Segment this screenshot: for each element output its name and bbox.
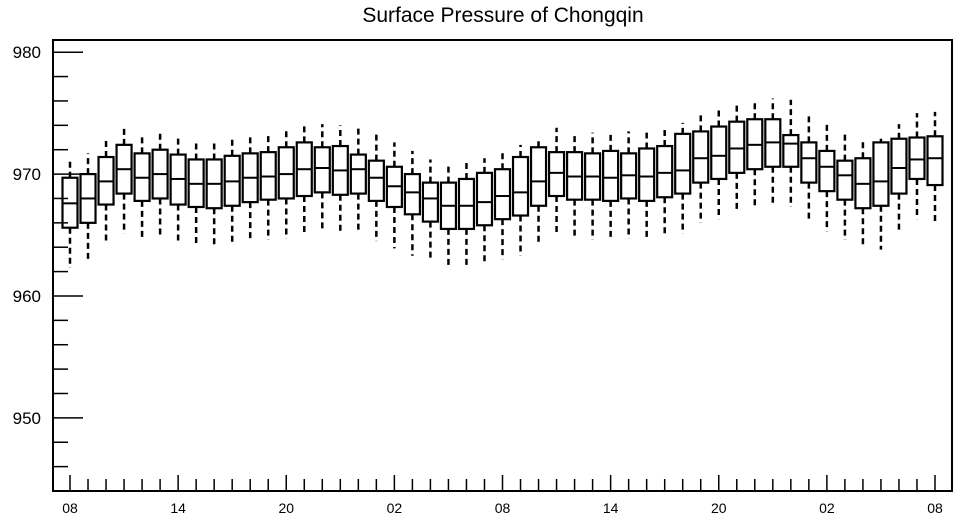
box (800, 141, 818, 184)
box (277, 146, 295, 200)
x-tick-label: 14 (603, 500, 619, 516)
box (421, 181, 440, 223)
box (349, 153, 367, 195)
box (656, 144, 674, 199)
box (710, 125, 728, 181)
box (908, 136, 926, 181)
box (872, 141, 890, 207)
y-tick-label: 960 (13, 287, 41, 306)
x-tick-label: 14 (170, 500, 186, 516)
plot-frame (52, 39, 953, 492)
box (818, 149, 836, 193)
y-tick-label: 950 (13, 409, 41, 428)
box (926, 135, 944, 187)
box (475, 171, 494, 227)
box (836, 159, 854, 201)
x-tick-label: 02 (819, 500, 835, 516)
box (367, 159, 385, 202)
box (403, 172, 421, 216)
x-tick-label: 08 (927, 500, 943, 516)
box (313, 146, 331, 194)
box (638, 147, 656, 202)
box (457, 177, 476, 231)
box (692, 130, 710, 184)
y-tick-label: 980 (13, 43, 41, 62)
x-tick-label: 08 (62, 500, 78, 516)
box (602, 149, 620, 202)
box (728, 120, 746, 174)
chart-title: Surface Pressure of Chongqin (362, 4, 644, 27)
y-tick-label: 970 (13, 165, 41, 184)
x-tick-label: 02 (387, 500, 403, 516)
box (782, 133, 800, 168)
box (547, 151, 566, 198)
x-tick-label: 20 (711, 500, 727, 516)
x-tick-label: 08 (495, 500, 511, 516)
box (674, 132, 692, 195)
box (529, 146, 548, 207)
box (511, 155, 530, 217)
box (493, 168, 512, 221)
x-tick-label: 20 (278, 500, 294, 516)
box (890, 137, 908, 195)
